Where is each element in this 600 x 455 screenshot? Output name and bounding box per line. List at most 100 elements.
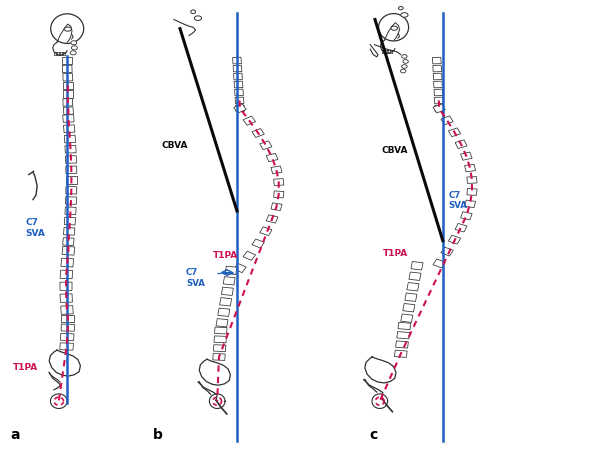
- Bar: [433, 105, 445, 114]
- Bar: [448, 236, 461, 244]
- Bar: [214, 345, 226, 352]
- Bar: [398, 323, 411, 330]
- Bar: [397, 332, 410, 339]
- Text: CBVA: CBVA: [381, 146, 407, 155]
- Bar: [403, 304, 415, 312]
- Bar: [411, 262, 423, 270]
- Bar: [63, 83, 73, 90]
- Bar: [60, 343, 73, 350]
- Ellipse shape: [50, 15, 84, 44]
- Bar: [63, 74, 73, 82]
- Bar: [260, 142, 272, 150]
- Bar: [464, 201, 476, 208]
- Bar: [434, 82, 442, 89]
- Text: a: a: [11, 427, 20, 441]
- Bar: [434, 90, 443, 96]
- Bar: [433, 259, 445, 268]
- Bar: [60, 271, 73, 279]
- Bar: [61, 258, 74, 268]
- Bar: [467, 189, 477, 196]
- Bar: [64, 126, 75, 133]
- Ellipse shape: [71, 46, 77, 51]
- Bar: [433, 58, 441, 65]
- Bar: [233, 66, 242, 73]
- Ellipse shape: [379, 15, 409, 42]
- Text: C7
SVA: C7 SVA: [25, 218, 45, 237]
- Bar: [455, 224, 467, 233]
- Bar: [223, 277, 235, 285]
- Bar: [435, 106, 443, 112]
- Bar: [235, 90, 244, 96]
- Bar: [62, 247, 75, 256]
- Bar: [62, 66, 72, 74]
- Text: c: c: [369, 427, 377, 441]
- Bar: [448, 129, 461, 137]
- Ellipse shape: [402, 56, 407, 59]
- Ellipse shape: [64, 28, 71, 32]
- Bar: [66, 187, 77, 195]
- Text: T1PA: T1PA: [383, 248, 408, 257]
- Bar: [433, 66, 442, 73]
- Bar: [407, 283, 419, 291]
- Bar: [271, 203, 282, 211]
- Bar: [260, 228, 272, 236]
- Bar: [63, 115, 74, 123]
- Bar: [64, 108, 73, 115]
- Bar: [433, 74, 442, 81]
- Bar: [461, 153, 472, 161]
- Bar: [395, 341, 409, 349]
- Ellipse shape: [401, 14, 408, 18]
- Bar: [274, 179, 284, 186]
- Ellipse shape: [401, 70, 406, 74]
- Bar: [220, 298, 232, 306]
- Bar: [464, 165, 476, 172]
- Bar: [61, 315, 74, 322]
- Bar: [434, 98, 443, 105]
- Bar: [63, 91, 73, 98]
- Bar: [266, 154, 278, 162]
- Text: CBVA: CBVA: [162, 141, 188, 150]
- Text: C7
SVA: C7 SVA: [449, 191, 467, 210]
- Bar: [266, 215, 278, 223]
- Bar: [61, 324, 74, 331]
- Bar: [61, 306, 73, 314]
- Bar: [66, 167, 77, 174]
- Bar: [64, 228, 75, 236]
- Bar: [252, 239, 265, 248]
- Bar: [63, 99, 73, 107]
- Ellipse shape: [402, 66, 407, 69]
- Bar: [409, 273, 421, 281]
- Bar: [234, 82, 243, 89]
- Bar: [405, 293, 417, 302]
- Text: T1PA: T1PA: [13, 362, 38, 371]
- Ellipse shape: [191, 11, 196, 15]
- Bar: [243, 117, 256, 126]
- Bar: [394, 350, 407, 358]
- Bar: [235, 98, 244, 105]
- Ellipse shape: [71, 42, 77, 46]
- Bar: [213, 354, 225, 361]
- Bar: [65, 157, 77, 164]
- Bar: [216, 319, 228, 327]
- Ellipse shape: [398, 7, 403, 10]
- Bar: [234, 264, 246, 273]
- Bar: [65, 197, 77, 205]
- Bar: [225, 267, 237, 275]
- Text: b: b: [153, 427, 163, 441]
- Text: C7
SVA: C7 SVA: [186, 268, 205, 287]
- Bar: [66, 177, 77, 184]
- Bar: [234, 105, 246, 114]
- Bar: [60, 294, 73, 303]
- Bar: [441, 248, 453, 257]
- Bar: [461, 212, 472, 220]
- Bar: [214, 336, 226, 343]
- Bar: [65, 146, 76, 154]
- Ellipse shape: [194, 17, 202, 21]
- Bar: [65, 207, 76, 215]
- Bar: [215, 327, 227, 334]
- Bar: [62, 58, 72, 65]
- Bar: [455, 141, 467, 149]
- Bar: [233, 74, 242, 81]
- Bar: [252, 129, 265, 138]
- Ellipse shape: [70, 51, 76, 56]
